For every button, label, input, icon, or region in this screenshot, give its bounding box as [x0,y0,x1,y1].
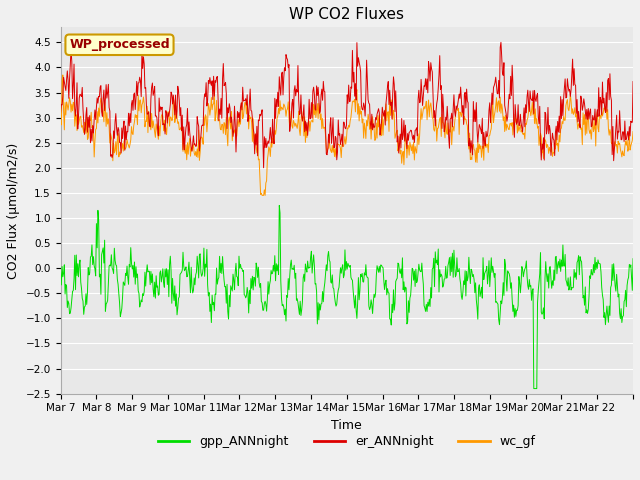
Y-axis label: CO2 Flux (μmol/m2/s): CO2 Flux (μmol/m2/s) [7,142,20,278]
Legend: gpp_ANNnight, er_ANNnight, wc_gf: gpp_ANNnight, er_ANNnight, wc_gf [153,430,541,453]
Title: WP CO2 Fluxes: WP CO2 Fluxes [289,7,404,22]
X-axis label: Time: Time [332,419,362,432]
Text: WP_processed: WP_processed [69,38,170,51]
